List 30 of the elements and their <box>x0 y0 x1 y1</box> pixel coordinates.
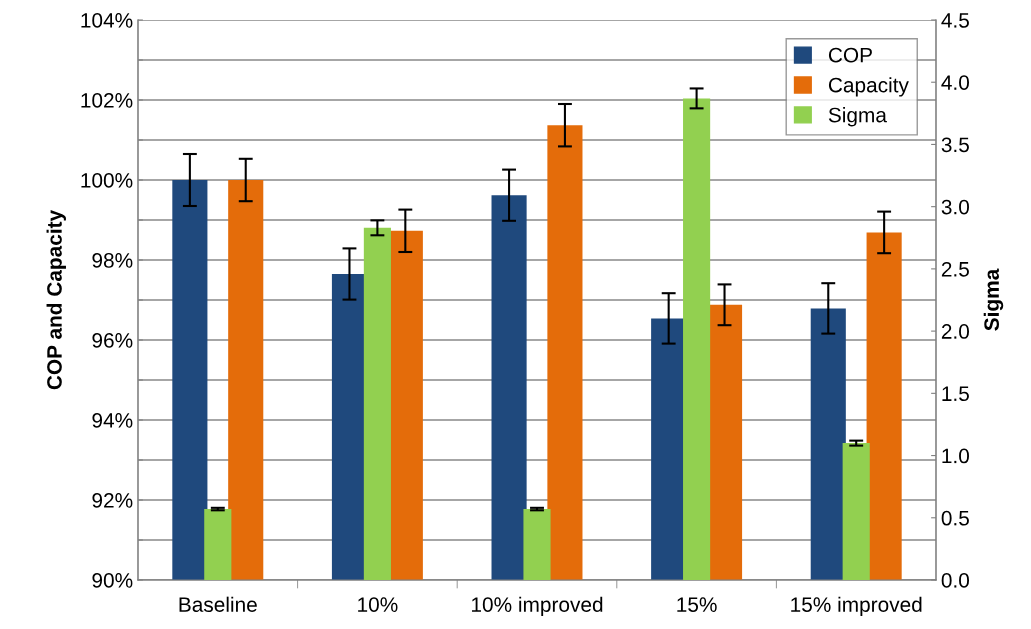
y-tick-label: 104% <box>81 13 133 28</box>
y2-tick-label: 0.5 <box>941 510 969 526</box>
y2-tick-label: 1.5 <box>942 386 969 402</box>
legend-label: COP <box>828 47 872 63</box>
legend-label: Sigma <box>828 107 887 127</box>
y-axis-title: COP and Capacity <box>46 209 66 390</box>
legend-label: Capacity <box>828 77 909 97</box>
y-tick-label: 94% <box>92 413 133 428</box>
x-tick-label: Baseline <box>179 596 257 612</box>
y-tick-label: 102% <box>81 93 133 108</box>
y2-tick-label: 1.0 <box>942 448 970 464</box>
bar <box>204 509 232 580</box>
y2-tick-label: 3.0 <box>941 199 970 215</box>
y-tick-label: 90% <box>92 573 133 588</box>
x-tick-label: 10% improved <box>472 596 603 617</box>
y-tick-label: 96% <box>92 333 133 348</box>
y-tick-label: 98% <box>92 253 133 268</box>
y2-tick-label: 4.0 <box>941 75 970 90</box>
x-tick-label: 15% <box>677 597 717 612</box>
y-tick-label: 100% <box>81 173 133 188</box>
y2-tick-label: 3.5 <box>941 137 969 153</box>
y2-tick-label: 4.5 <box>941 13 969 28</box>
y2-tick-label: 2.0 <box>941 324 970 339</box>
y2-axis-title: Sigma <box>983 268 1004 331</box>
y2-tick-label: 0.0 <box>941 573 970 588</box>
x-tick-label: 10% <box>358 597 398 612</box>
y2-tick-label: 2.5 <box>941 261 969 277</box>
y-tick-label: 92% <box>92 493 133 508</box>
bar <box>523 509 551 580</box>
x-tick-label: 15% improved <box>791 596 922 617</box>
